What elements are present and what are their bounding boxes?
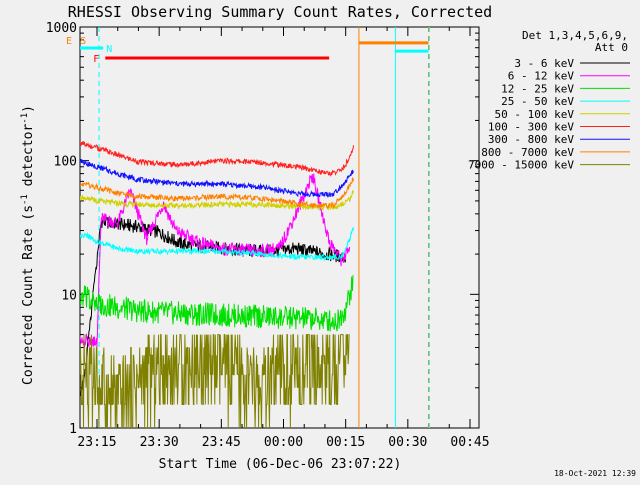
chart-title: RHESSI Observing Summary Count Rates, Co… — [68, 3, 492, 21]
series-line — [80, 190, 354, 211]
x-tick-label: 23:15 — [77, 435, 116, 450]
flag-label: N — [106, 44, 112, 55]
y-tick-label: 1000 — [46, 21, 77, 36]
series-line — [80, 159, 354, 198]
legend-label: 50 - 100 keV — [495, 108, 575, 121]
legend-label: 100 - 300 keV — [488, 121, 574, 134]
flag-label: E — [66, 36, 72, 47]
y-tick-label: 1 — [69, 422, 77, 437]
series-group — [80, 27, 430, 428]
x-tick-label: 00:00 — [264, 435, 303, 450]
x-tick-label: 00:45 — [450, 435, 489, 450]
series-line — [80, 274, 354, 332]
legend-label: 300 - 800 keV — [488, 133, 574, 146]
plot-frame — [79, 26, 480, 429]
x-tick-label: 00:15 — [326, 435, 365, 450]
series-line — [80, 227, 354, 262]
y-axis-label: Corrected Count Rate (s-1 detector-1) — [20, 105, 36, 385]
flag-label: S — [80, 36, 86, 47]
legend-header: Att 0 — [595, 41, 628, 54]
y-tick-label: 100 — [54, 155, 77, 170]
legend-label: 6 - 12 keV — [508, 70, 575, 83]
x-tick-label: 00:30 — [388, 435, 427, 450]
x-tick-label: 23:30 — [140, 435, 179, 450]
flag-label: F — [93, 54, 99, 65]
legend-label: 12 - 25 keV — [501, 82, 574, 95]
series-line — [80, 334, 350, 428]
x-axis-label: Start Time (06-Dec-06 23:07:22) — [159, 457, 402, 472]
y-tick-label: 10 — [61, 288, 77, 303]
series-line — [80, 173, 351, 349]
series-line — [80, 140, 354, 178]
timestamp: 18-Oct-2021 12:39 — [554, 469, 636, 478]
plot-area: 1 10 100 1000 23:15 23:30 23:45 00:00 00:15 00:30… — [46, 21, 490, 450]
legend-label: 25 - 50 keV — [501, 95, 574, 108]
x-tick-label: 23:45 — [202, 435, 241, 450]
svg-text:Corrected Count Rate (s-1 dete: Corrected Count Rate (s-1 detector-1) — [20, 105, 36, 385]
legend-label: 7000 - 15000 keV — [468, 159, 574, 172]
series-line — [80, 177, 354, 210]
legend-label: 800 - 7000 keV — [481, 146, 574, 159]
legend-label: 3 - 6 keV — [514, 57, 574, 70]
legend-header: Det 1,3,4,5,6,9, — [522, 29, 628, 42]
